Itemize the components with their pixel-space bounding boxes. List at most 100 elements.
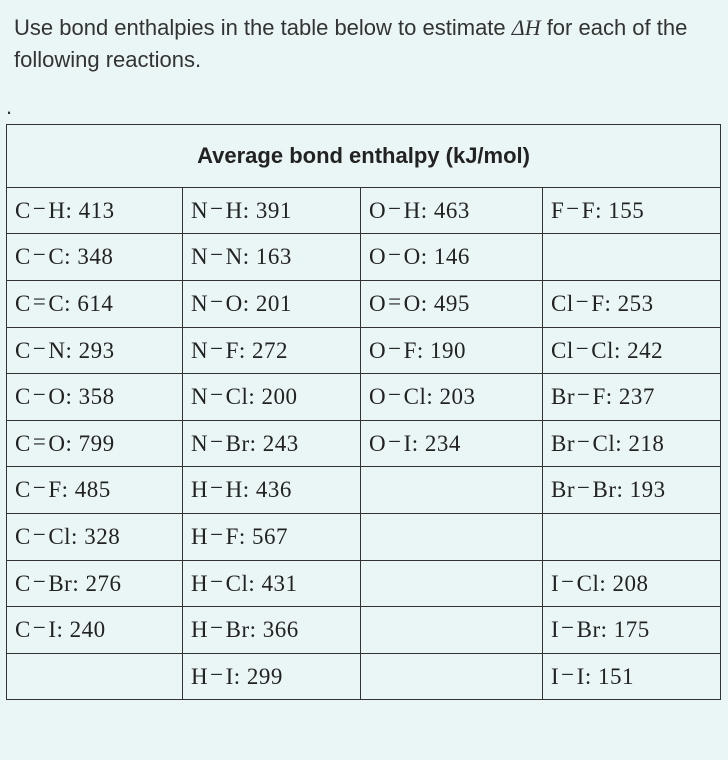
single-bond-glyph: − <box>33 195 46 223</box>
table-row: C−N: 293N−F: 272O−F: 190Cl−Cl: 242 <box>7 327 721 374</box>
single-bond-glyph: − <box>33 335 46 363</box>
table-cell <box>7 653 183 700</box>
table-cell: O−I: 234 <box>361 420 543 467</box>
bond-value: 208 <box>606 571 648 596</box>
bond-pair: C <box>15 524 31 549</box>
bond-atom-b: O: <box>404 291 428 316</box>
bond-atom-b: I: <box>577 664 592 689</box>
bond-pair: O <box>369 244 386 269</box>
bond-pair: I <box>551 571 559 596</box>
table-cell <box>543 234 721 281</box>
bond-pair: H <box>191 664 208 689</box>
table-body: C−H: 413N−H: 391O−H: 463F−F: 155C−C: 348… <box>7 187 721 700</box>
bond-atom-b: H: <box>226 198 250 223</box>
bond-atom-b: Cl: <box>226 571 256 596</box>
question-prompt: Use bond enthalpies in the table below t… <box>0 0 728 94</box>
table-cell: C−I: 240 <box>7 607 183 654</box>
table-cell: N−H: 391 <box>183 187 361 234</box>
table-cell: O−F: 190 <box>361 327 543 374</box>
table-cell: Br−Br: 193 <box>543 467 721 514</box>
bond-atom-b: F: <box>404 338 424 363</box>
table-cell: F−F: 155 <box>543 187 721 234</box>
bond-value: 190 <box>424 338 466 363</box>
table-cell: I−Cl: 208 <box>543 560 721 607</box>
delta-symbol: Δ <box>512 15 525 40</box>
single-bond-glyph: − <box>210 661 223 689</box>
single-bond-glyph: − <box>566 195 579 223</box>
bond-pair: Br <box>551 384 575 409</box>
bond-atom-b: Cl: <box>48 524 78 549</box>
table-cell: C−H: 413 <box>7 187 183 234</box>
bond-pair: H <box>191 617 208 642</box>
bond-value: 243 <box>257 431 299 456</box>
bond-value: 358 <box>72 384 114 409</box>
bond-atom-b: H: <box>404 198 428 223</box>
bond-pair: N <box>191 291 208 316</box>
single-bond-glyph: − <box>561 614 574 642</box>
bond-atom-b: Cl: <box>404 384 434 409</box>
bond-pair: Cl <box>551 338 574 363</box>
bond-value: 163 <box>250 244 292 269</box>
table-cell <box>543 513 721 560</box>
bond-pair: O <box>369 384 386 409</box>
double-bond-glyph: = <box>33 288 46 316</box>
single-bond-glyph: − <box>388 428 401 456</box>
table-cell <box>361 513 543 560</box>
bond-atom-b: F: <box>226 524 246 549</box>
bond-pair: H <box>191 524 208 549</box>
single-bond-glyph: − <box>33 614 46 642</box>
single-bond-glyph: − <box>33 381 46 409</box>
table-cell: C−Cl: 328 <box>7 513 183 560</box>
table-cell: N−O: 201 <box>183 280 361 327</box>
bond-value: 463 <box>428 198 470 223</box>
table-cell: O=O: 495 <box>361 280 543 327</box>
bond-pair: Br <box>551 477 575 502</box>
single-bond-glyph: − <box>210 288 223 316</box>
bond-pair: C <box>15 571 31 596</box>
table-cell: Cl−F: 253 <box>543 280 721 327</box>
bond-value: 567 <box>246 524 288 549</box>
bond-pair: C <box>15 198 31 223</box>
single-bond-glyph: − <box>576 335 589 363</box>
bond-value: 203 <box>433 384 475 409</box>
table-cell: H−H: 436 <box>183 467 361 514</box>
bond-pair: O <box>369 291 386 316</box>
bond-value: 240 <box>63 617 105 642</box>
bond-atom-b: O: <box>48 384 72 409</box>
table-cell: H−Br: 366 <box>183 607 361 654</box>
single-bond-glyph: − <box>388 335 401 363</box>
bond-atom-b: I: <box>226 664 241 689</box>
table-cell: C=O: 799 <box>7 420 183 467</box>
table-row: C−I: 240H−Br: 366 I−Br: 175 <box>7 607 721 654</box>
table-title: Average bond enthalpy (kJ/mol) <box>7 124 721 187</box>
bond-atom-b: I: <box>48 617 63 642</box>
single-bond-glyph: − <box>210 614 223 642</box>
bond-value: 366 <box>257 617 299 642</box>
bond-atom-b: F: <box>48 477 68 502</box>
bond-atom-b: O: <box>226 291 250 316</box>
single-bond-glyph: − <box>33 474 46 502</box>
table-cell: H−F: 567 <box>183 513 361 560</box>
bond-value: 485 <box>69 477 111 502</box>
bond-atom-b: N: <box>48 338 72 363</box>
bond-pair: H <box>191 477 208 502</box>
table-cell: C−C: 348 <box>7 234 183 281</box>
bond-pair: C <box>15 244 31 269</box>
table-cell: H−I: 299 <box>183 653 361 700</box>
bond-atom-b: C: <box>48 244 71 269</box>
bond-value: 614 <box>71 291 113 316</box>
single-bond-glyph: − <box>210 428 223 456</box>
bond-atom-b: F: <box>591 291 611 316</box>
single-bond-glyph: − <box>576 288 589 316</box>
bond-value: 413 <box>72 198 114 223</box>
single-bond-glyph: − <box>210 381 223 409</box>
table-cell: Cl−Cl: 242 <box>543 327 721 374</box>
bond-value: 155 <box>602 198 644 223</box>
table-row: C−Br: 276H−Cl: 431 I−Cl: 208 <box>7 560 721 607</box>
bond-value: 276 <box>79 571 121 596</box>
bond-atom-b: Br: <box>48 571 79 596</box>
delta-var: H <box>525 15 541 40</box>
bond-value: 328 <box>78 524 120 549</box>
bond-atom-b: C: <box>48 291 71 316</box>
table-cell: Br−F: 237 <box>543 374 721 421</box>
